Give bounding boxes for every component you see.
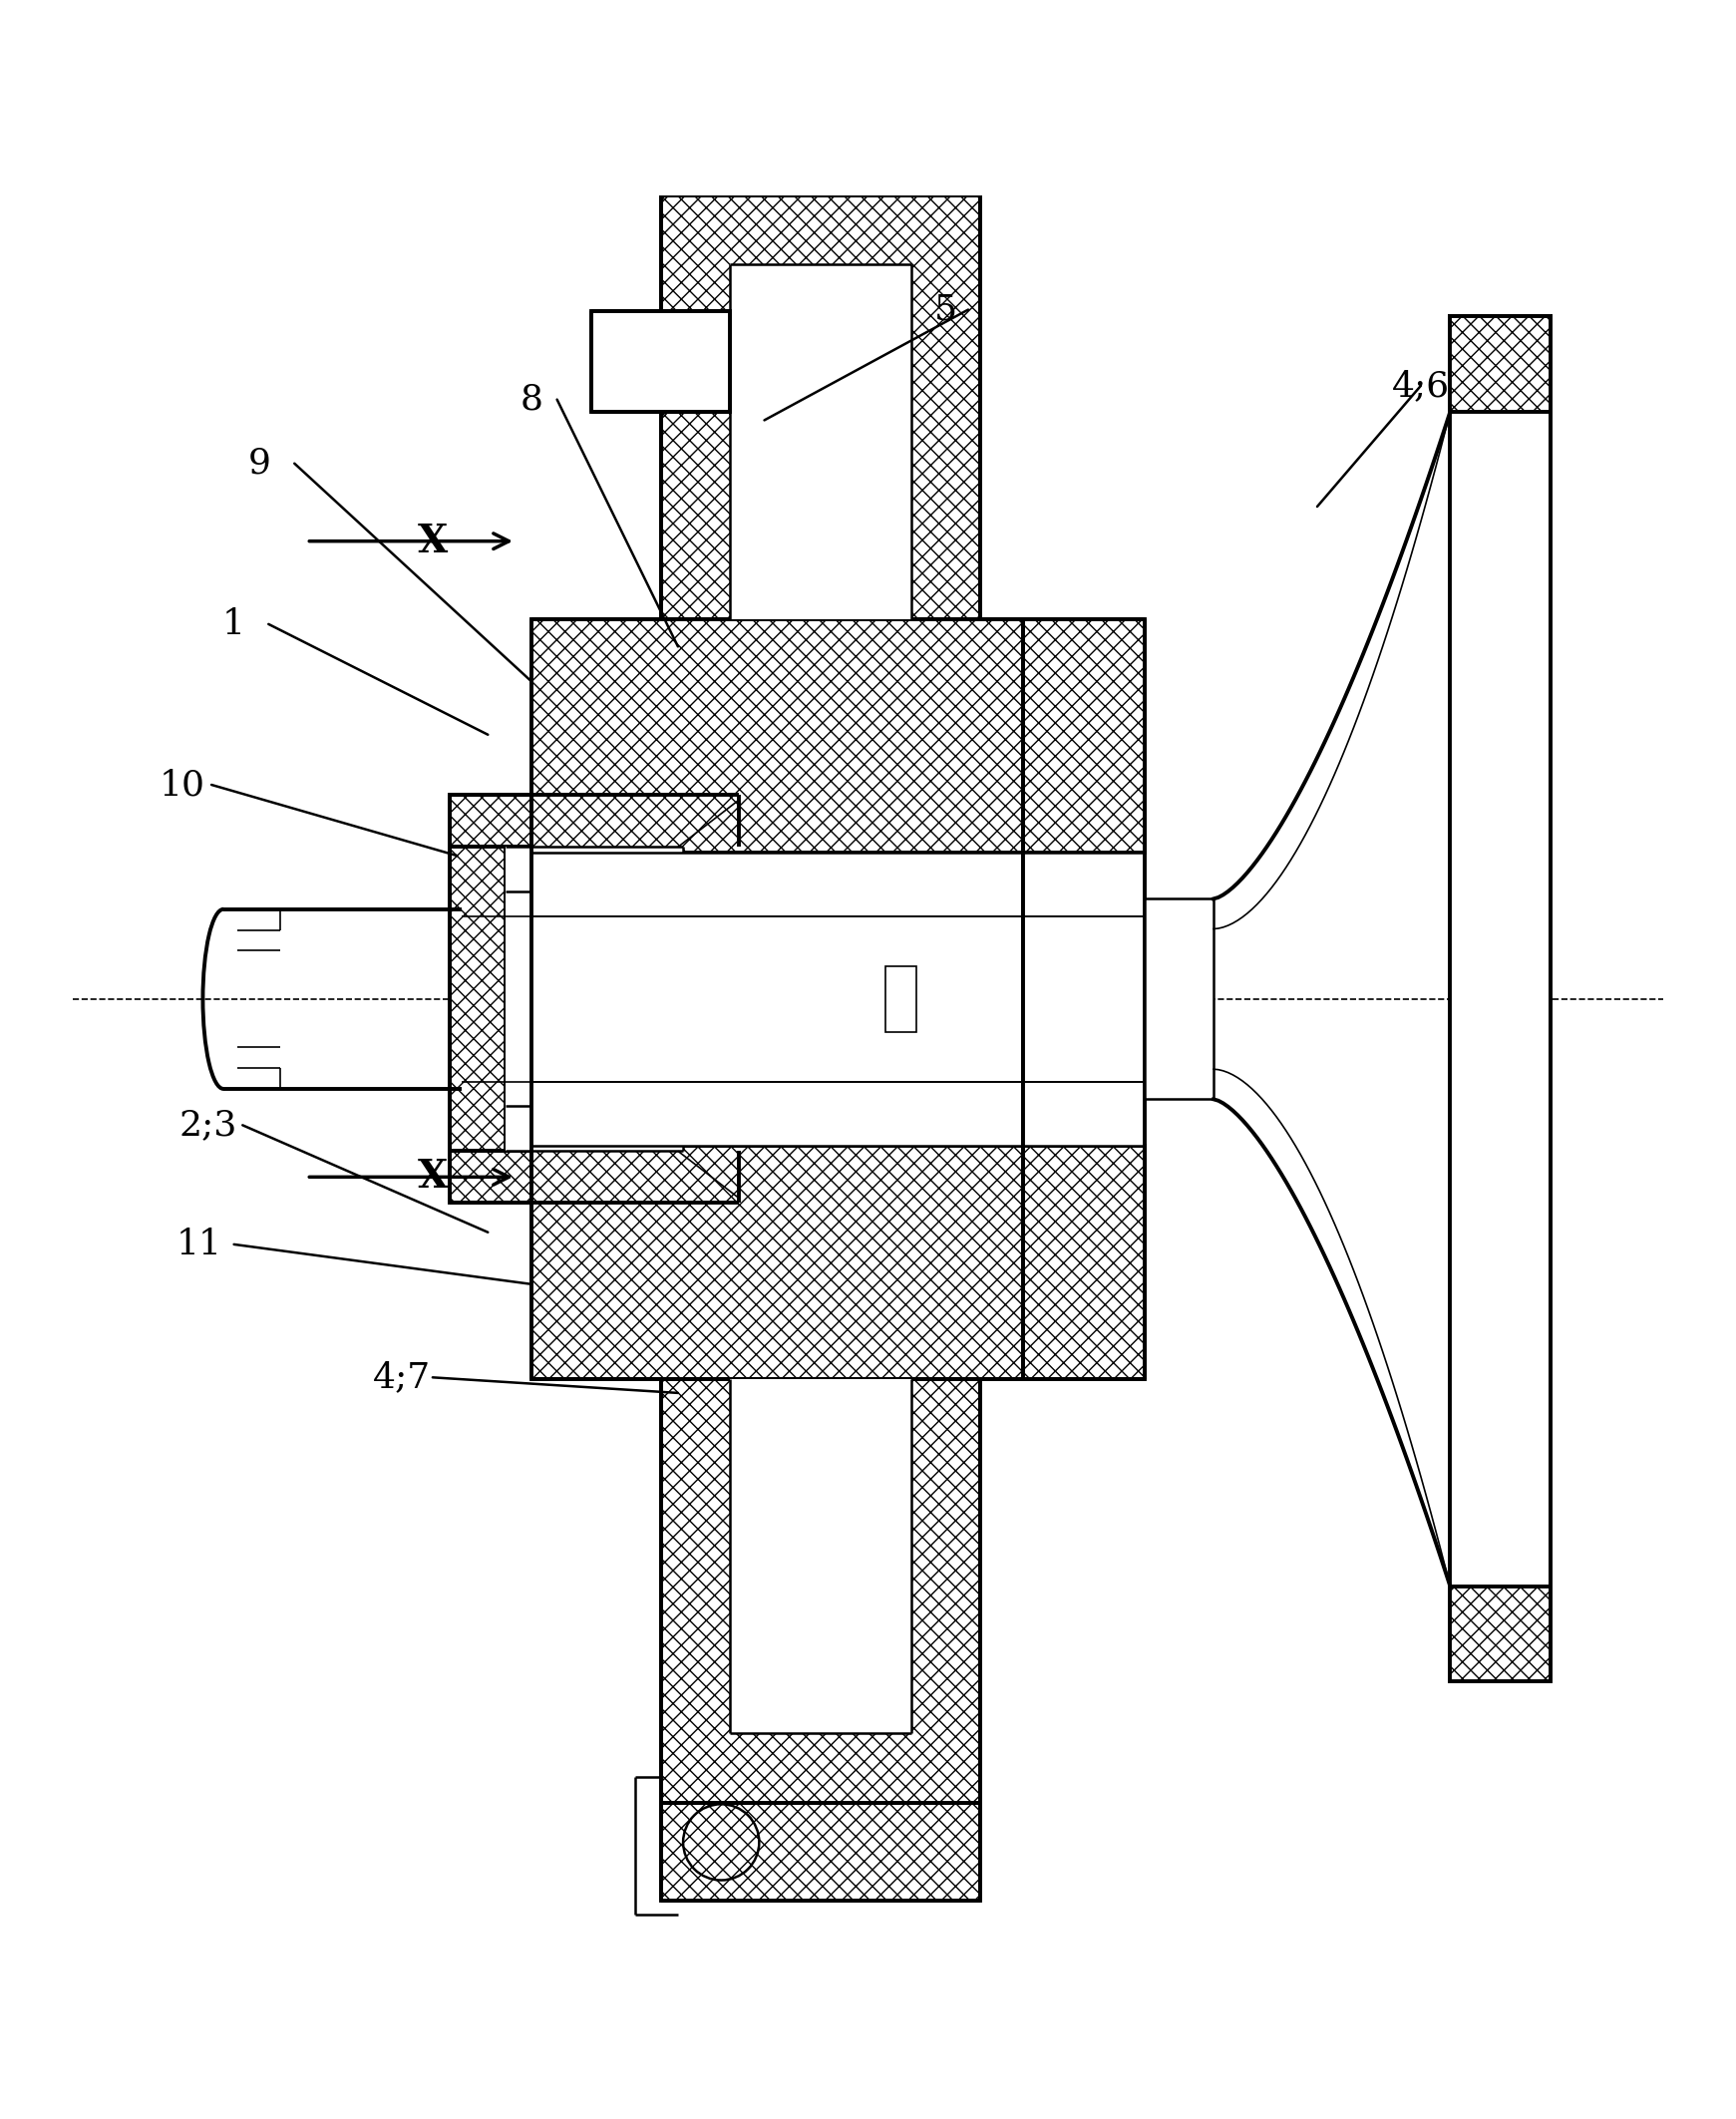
Text: 1: 1 <box>222 608 245 642</box>
Text: 8: 8 <box>519 384 543 417</box>
Bar <box>1144 898 1213 1100</box>
Bar <box>592 311 729 411</box>
Bar <box>661 97 981 195</box>
Text: 4;7: 4;7 <box>373 1360 431 1394</box>
Bar <box>661 195 981 619</box>
Bar <box>661 1803 981 1901</box>
Bar <box>729 1379 911 1733</box>
Bar <box>1024 852 1144 1146</box>
Bar <box>531 619 1024 852</box>
Text: X: X <box>418 521 448 559</box>
Text: 9: 9 <box>248 447 271 481</box>
Bar <box>531 852 1024 1146</box>
Bar <box>1024 1146 1144 1379</box>
Text: X: X <box>418 1159 448 1195</box>
Bar <box>1024 619 1144 852</box>
Bar <box>885 966 917 1032</box>
Bar <box>1450 316 1550 411</box>
Text: 11: 11 <box>177 1227 222 1261</box>
Text: 2;3: 2;3 <box>179 1108 238 1142</box>
Circle shape <box>684 1803 759 1880</box>
Bar <box>1450 316 1550 1682</box>
Bar <box>684 848 738 1151</box>
Text: 10: 10 <box>160 767 205 801</box>
Text: 5: 5 <box>934 292 957 326</box>
Bar <box>450 848 505 1151</box>
Bar <box>531 1146 1024 1379</box>
Bar <box>505 848 684 1151</box>
Bar <box>450 795 738 848</box>
Bar <box>1450 1587 1550 1682</box>
Bar <box>729 265 911 619</box>
Circle shape <box>684 119 759 193</box>
Bar <box>661 1379 981 1803</box>
Bar <box>450 1151 738 1204</box>
Text: 4;6: 4;6 <box>1392 369 1450 403</box>
